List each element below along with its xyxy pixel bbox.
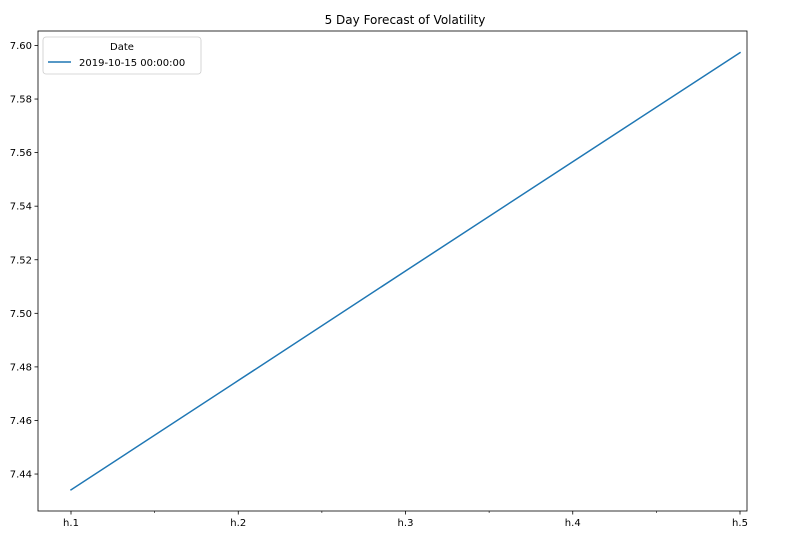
x-axis: h.1 h.2 h.3 h.4 h.5	[63, 511, 748, 529]
x-tick-label: h.4	[565, 518, 581, 529]
y-axis: 7.44 7.46 7.48 7.50 7.52 7.54 7.56 7.58 7.60	[10, 41, 38, 481]
legend-title: Date	[110, 42, 134, 53]
y-tick-label: 7.58	[10, 95, 32, 106]
y-tick-label: 7.52	[10, 255, 32, 266]
y-tick-label: 7.60	[10, 41, 32, 52]
y-tick-label: 7.50	[10, 309, 32, 320]
y-tick-label: 7.44	[10, 470, 32, 481]
x-tick-label: h.5	[732, 518, 748, 529]
y-tick-label: 7.54	[10, 202, 32, 213]
y-tick-label: 7.48	[10, 362, 32, 373]
x-tick-label: h.1	[63, 518, 79, 529]
x-tick-label: h.3	[398, 518, 414, 529]
y-tick-label: 7.56	[10, 148, 32, 159]
legend-box	[42, 36, 202, 75]
chart-title: 5 Day Forecast of Volatility	[325, 13, 486, 27]
legend-entry-label: 2019-10-15 00:00:00	[79, 58, 185, 69]
legend: Date 2019-10-15 00:00:00	[42, 36, 202, 75]
y-tick-label: 7.46	[10, 416, 32, 427]
series-layer	[69, 51, 742, 491]
plot-frame	[37, 30, 748, 512]
x-tick-label: h.2	[230, 518, 246, 529]
